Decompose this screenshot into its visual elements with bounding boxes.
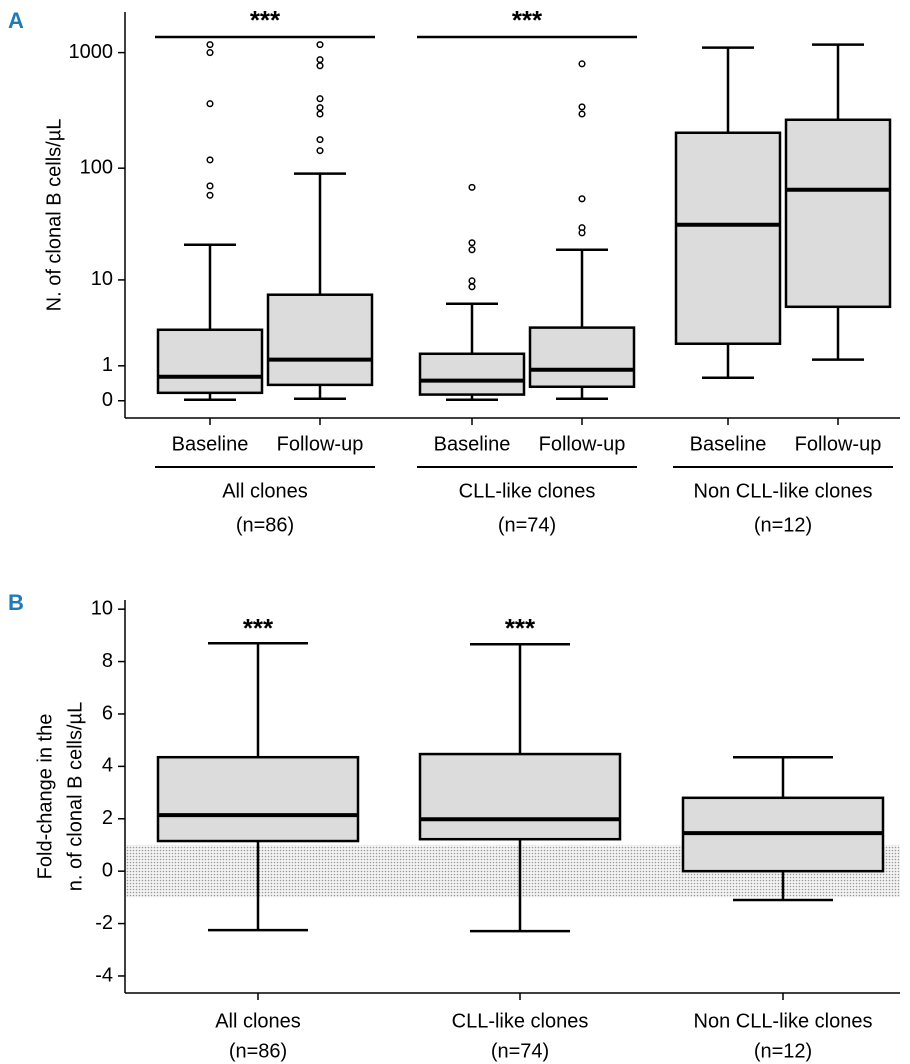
group-label: Non CLL-like clones (694, 1010, 873, 1032)
group-label: (n=86) (236, 514, 294, 536)
y-tick-label: -4 (95, 964, 113, 986)
outlier (578, 110, 586, 118)
outlier (206, 156, 214, 164)
group-label: (n=74) (498, 514, 556, 536)
x-tick-label: Follow-up (277, 433, 364, 455)
x-tick-label: Follow-up (539, 433, 626, 455)
y-tick-label: 100 (80, 156, 113, 178)
y-tick-label: 4 (102, 755, 113, 777)
outlier (316, 62, 324, 70)
outlier (316, 147, 324, 155)
y-axis-label: N. of clonal B cells/µL (43, 119, 65, 312)
outlier (316, 95, 324, 103)
outlier (206, 49, 214, 57)
outlier (578, 229, 586, 237)
y-tick-label: 10 (91, 268, 113, 290)
y-tick-label: 0 (102, 389, 113, 411)
outlier (316, 41, 324, 49)
outlier (206, 182, 214, 190)
x-tick-label: Baseline (690, 433, 767, 455)
outlier (316, 104, 324, 112)
significance: *** (250, 5, 281, 35)
outlier (468, 183, 476, 191)
box (156, 755, 360, 843)
outlier (578, 195, 586, 203)
outlier (316, 110, 324, 118)
significance: *** (243, 613, 274, 643)
outlier (316, 136, 324, 144)
x-tick-label: Baseline (172, 433, 249, 455)
y-axis-label: Fold-change in the (34, 714, 56, 880)
panel-label: B (8, 590, 24, 615)
y-tick-label: 8 (102, 650, 113, 672)
outlier (468, 246, 476, 254)
outlier (468, 283, 476, 291)
group-label: All clones (222, 480, 308, 502)
box (528, 326, 636, 389)
y-tick-label: 2 (102, 807, 113, 829)
y-axis-label: n. of clonal B cells/µL (64, 702, 86, 891)
group-label: CLL-like clones (452, 1010, 589, 1032)
outlier (578, 103, 586, 111)
y-tick-label: 1000 (69, 41, 114, 63)
outlier (206, 191, 214, 199)
outlier (468, 277, 476, 285)
outlier (206, 100, 214, 108)
box (674, 131, 782, 345)
box (784, 118, 892, 309)
y-tick-label: 0 (102, 859, 113, 881)
outlier (206, 41, 214, 49)
x-tick-label: Follow-up (795, 433, 882, 455)
box (156, 328, 264, 395)
group-label: All clones (215, 1010, 301, 1032)
box (266, 293, 374, 387)
y-tick-label: -2 (95, 912, 113, 934)
group-label: (n=86) (229, 1040, 287, 1062)
box (418, 352, 526, 396)
outlier (468, 239, 476, 247)
x-tick-label: Baseline (434, 433, 511, 455)
group-label: (n=74) (491, 1040, 549, 1062)
outlier (578, 60, 586, 68)
group-label: CLL-like clones (459, 480, 596, 502)
significance: *** (512, 5, 543, 35)
group-label: (n=12) (754, 1040, 812, 1062)
box (418, 752, 622, 841)
group-label: Non CLL-like clones (694, 480, 873, 502)
y-tick-label: 10 (91, 597, 113, 619)
significance: *** (505, 613, 536, 643)
y-tick-label: 1 (102, 354, 113, 376)
outlier (316, 56, 324, 64)
group-label: (n=12) (754, 514, 812, 536)
panel-label: A (8, 8, 24, 33)
y-tick-label: 6 (102, 702, 113, 724)
